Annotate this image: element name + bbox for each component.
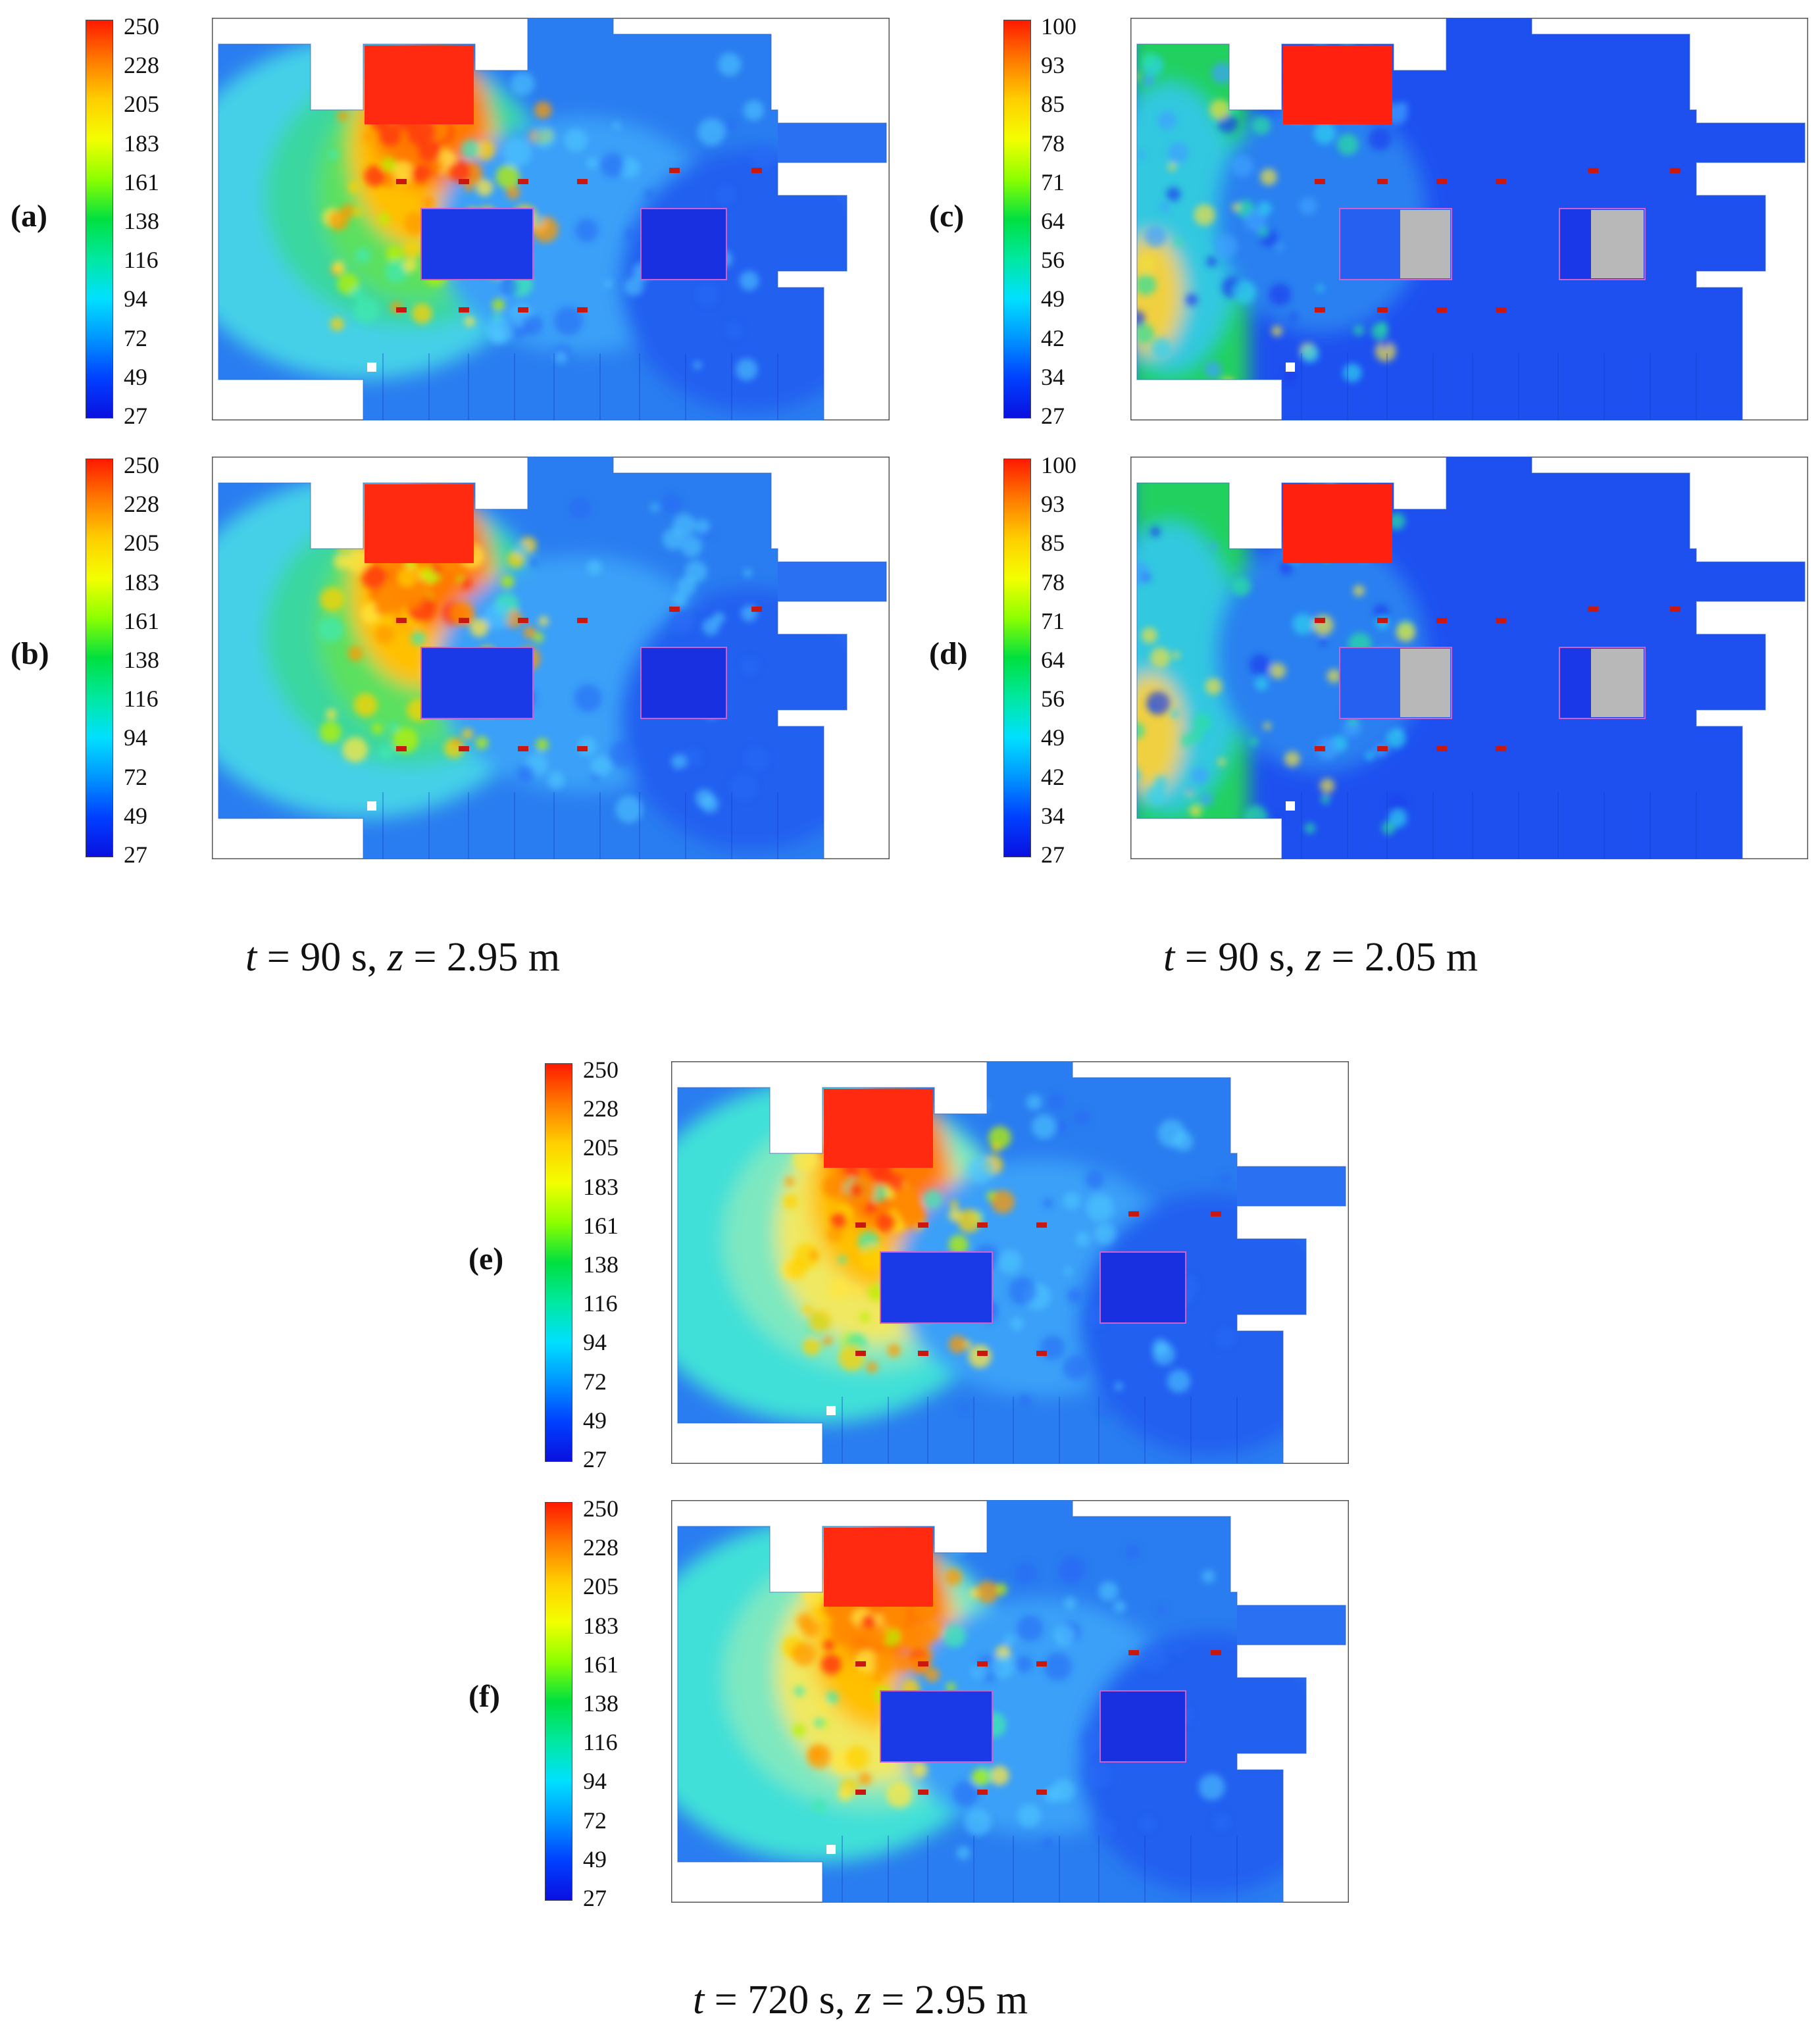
colorbar-tick-label: 94 xyxy=(124,286,147,313)
colorbar-tick-label: 250 xyxy=(583,1057,619,1083)
caption-top-left: t = 90 s, z = 2.95 m xyxy=(245,934,560,981)
colorbar-tick-label: 228 xyxy=(583,1095,619,1122)
colorbar-tick-label: 27 xyxy=(583,1446,607,1472)
colorbar-tick-label: 94 xyxy=(583,1329,607,1356)
colorbar-tick-label: 100 xyxy=(1041,13,1076,39)
caption-bottom: t = 720 s, z = 2.95 m xyxy=(693,1977,1028,2024)
cfd-slice-d xyxy=(1130,457,1808,859)
colorbar-tick-label: 116 xyxy=(124,686,159,713)
colorbar-tick-label: 27 xyxy=(1041,403,1065,429)
colorbar-tick-label: 228 xyxy=(583,1534,619,1561)
colorbar-tick-label: 183 xyxy=(124,130,159,157)
colorbar-tick-label: 56 xyxy=(1041,247,1065,274)
caption-time-value: = 90 s, xyxy=(1175,935,1305,980)
colorbar-tick-label: 72 xyxy=(583,1807,607,1834)
colorbar-tick-label: 49 xyxy=(583,1407,607,1434)
panel-label-e: (e) xyxy=(468,1241,504,1276)
colorbar-tick-label: 42 xyxy=(1041,324,1065,351)
caption-time-symbol: t xyxy=(1163,935,1175,980)
colorbar-tick-label: 72 xyxy=(583,1368,607,1395)
colorbar-tick-label: 100 xyxy=(1041,452,1076,478)
colorbar-tick-label: 49 xyxy=(583,1845,607,1872)
caption-top-right: t = 90 s, z = 2.05 m xyxy=(1163,934,1478,981)
colorbar-tick-label: 42 xyxy=(1041,763,1065,790)
panel-label-f: (f) xyxy=(468,1679,500,1714)
caption-height-symbol: z xyxy=(387,935,403,980)
colorbar-tick-label: 138 xyxy=(583,1690,619,1717)
colorbar-tick-label: 228 xyxy=(124,52,159,79)
cfd-slice-c xyxy=(1130,18,1808,420)
colorbar-tick-label: 250 xyxy=(124,13,159,39)
caption-height-symbol: z xyxy=(1305,935,1321,980)
panel-label-c: (c) xyxy=(929,199,965,234)
panel-label-b: (b) xyxy=(11,636,49,671)
colorbar-tick-label: 205 xyxy=(124,91,159,118)
colorbar-tick-label: 72 xyxy=(124,324,147,351)
colorbar-tick-label: 49 xyxy=(1041,286,1065,313)
colorbar-tick-label: 64 xyxy=(1041,647,1065,673)
colorbar-tick-label: 116 xyxy=(124,247,159,274)
colorbar-tick-label: 205 xyxy=(124,530,159,557)
colorbar-tick-label: 27 xyxy=(583,1885,607,1911)
colorbar-tick-label: 228 xyxy=(124,491,159,518)
colorbar-tick-label: 205 xyxy=(583,1134,619,1161)
colorbar-tick-label: 138 xyxy=(124,208,159,234)
colorbar-tick-label: 250 xyxy=(124,452,159,478)
caption-height-value: = 2.95 m xyxy=(871,1978,1028,2022)
colorbar-tick-label: 94 xyxy=(583,1768,607,1795)
caption-height-symbol: z xyxy=(855,1978,871,2022)
colorbar-b xyxy=(86,459,113,857)
caption-time-symbol: t xyxy=(245,935,257,980)
colorbar-tick-label: 116 xyxy=(583,1729,618,1756)
colorbar-tick-label: 27 xyxy=(1041,841,1065,868)
caption-time-value: = 720 s, xyxy=(704,1978,855,2022)
colorbar-tick-label: 34 xyxy=(1041,363,1065,390)
caption-height-value: = 2.95 m xyxy=(403,935,561,980)
panel-label-d: (d) xyxy=(929,636,968,671)
colorbar-e xyxy=(545,1063,572,1462)
colorbar-tick-label: 71 xyxy=(1041,607,1065,634)
colorbar-tick-label: 49 xyxy=(1041,724,1065,751)
caption-time-symbol: t xyxy=(693,1978,705,2022)
cfd-slice-e xyxy=(671,1061,1349,1464)
colorbar-tick-label: 64 xyxy=(1041,208,1065,234)
cfd-slice-b xyxy=(212,457,890,859)
colorbar-tick-label: 138 xyxy=(124,647,159,673)
colorbar-f xyxy=(545,1502,572,1901)
colorbar-tick-label: 71 xyxy=(1041,168,1065,195)
cfd-slice-a xyxy=(212,18,890,420)
colorbar-tick-label: 27 xyxy=(124,403,147,429)
colorbar-tick-label: 49 xyxy=(124,363,147,390)
colorbar-tick-label: 183 xyxy=(583,1173,619,1200)
colorbar-tick-label: 116 xyxy=(583,1290,618,1317)
colorbar-tick-label: 183 xyxy=(583,1612,619,1639)
colorbar-tick-label: 161 xyxy=(124,168,159,195)
caption-height-value: = 2.05 m xyxy=(1321,935,1479,980)
colorbar-tick-label: 72 xyxy=(124,763,147,790)
colorbar-tick-label: 27 xyxy=(124,841,147,868)
colorbar-tick-label: 183 xyxy=(124,568,159,595)
colorbar-tick-label: 85 xyxy=(1041,530,1065,557)
colorbar-tick-label: 93 xyxy=(1041,52,1065,79)
colorbar-tick-label: 205 xyxy=(583,1573,619,1600)
colorbar-a xyxy=(86,20,113,418)
colorbar-tick-label: 78 xyxy=(1041,568,1065,595)
colorbar-d xyxy=(1003,459,1031,857)
colorbar-tick-label: 78 xyxy=(1041,130,1065,157)
colorbar-tick-label: 161 xyxy=(583,1651,619,1678)
colorbar-c xyxy=(1003,20,1031,418)
colorbar-tick-label: 138 xyxy=(583,1251,619,1278)
colorbar-tick-label: 250 xyxy=(583,1495,619,1522)
panel-label-a: (a) xyxy=(11,199,47,234)
colorbar-tick-label: 93 xyxy=(1041,491,1065,518)
colorbar-tick-label: 161 xyxy=(583,1212,619,1239)
caption-time-value: = 90 s, xyxy=(257,935,388,980)
colorbar-tick-label: 161 xyxy=(124,607,159,634)
colorbar-tick-label: 85 xyxy=(1041,91,1065,118)
cfd-slice-f xyxy=(671,1500,1349,1903)
colorbar-tick-label: 56 xyxy=(1041,686,1065,713)
colorbar-tick-label: 49 xyxy=(124,802,147,829)
colorbar-tick-label: 94 xyxy=(124,724,147,751)
colorbar-tick-label: 34 xyxy=(1041,802,1065,829)
